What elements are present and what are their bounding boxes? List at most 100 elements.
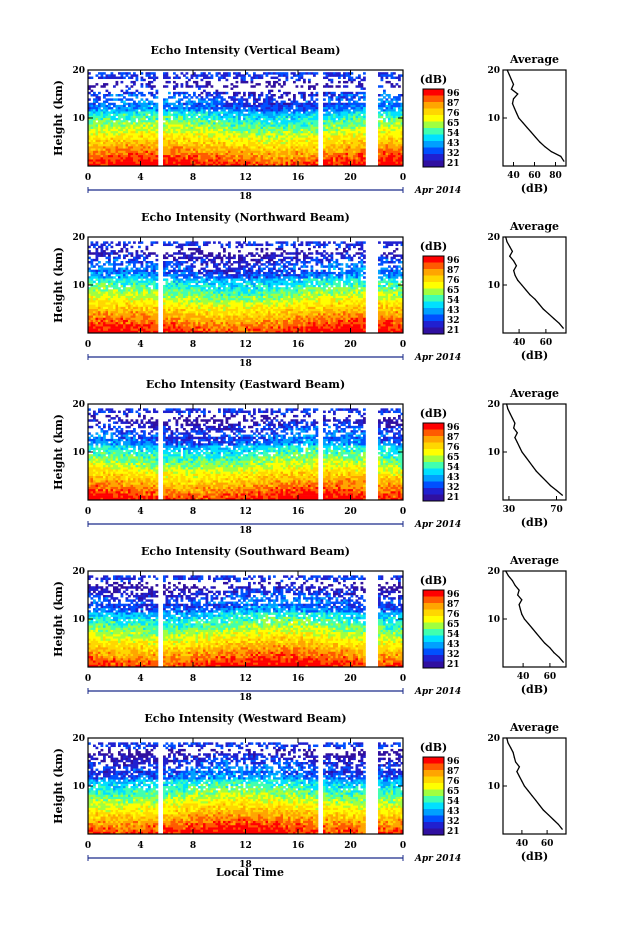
colorbar-tick-label: 21 (447, 827, 460, 837)
date-label: 18 (239, 526, 252, 536)
x-tick-label: 0 (85, 674, 91, 684)
profile-point (520, 609, 521, 610)
profile-y-tick-label: 10 (487, 615, 500, 625)
profile-point (544, 642, 545, 643)
x-tick-label: 16 (292, 507, 305, 517)
profile-point (531, 795, 532, 796)
profile-x-tick-label: 40 (517, 672, 530, 682)
profile-point (519, 766, 520, 767)
x-tick-label: 12 (239, 340, 252, 350)
profile-point (545, 480, 546, 481)
profile-point (521, 451, 522, 452)
profile-x-axis-label: (dB) (521, 349, 548, 362)
profile-point (535, 800, 536, 801)
colorbar-tick-label: 54 (447, 797, 460, 807)
x-tick-label: 4 (137, 841, 143, 851)
profile-line (506, 237, 564, 328)
colorbar-tick-label: 65 (447, 119, 460, 129)
profile-point (539, 141, 540, 142)
profile-point (518, 117, 519, 118)
profile-point (516, 113, 517, 114)
colorbar-unit-label: (dB) (420, 240, 447, 253)
profile-x-axis-label: (dB) (521, 850, 548, 863)
profile-point (519, 604, 520, 605)
panel-southward: Echo Intensity (Southward Beam)1020Heigh… (52, 545, 566, 703)
profile-line (506, 571, 564, 662)
profile-point (528, 790, 529, 791)
colorbar-tick-label: 87 (447, 600, 460, 610)
profile-point (517, 280, 518, 281)
profile-point (532, 628, 533, 629)
profile-point (521, 599, 522, 600)
profile-point (509, 246, 510, 247)
x-tick-label: 12 (239, 674, 252, 684)
profile-point (513, 270, 514, 271)
colorbar (423, 757, 444, 835)
profile-x-tick-label: 40 (516, 839, 529, 849)
profile-point (513, 84, 514, 85)
profile-point (512, 418, 513, 419)
profile-point (525, 456, 526, 457)
colorbar-tick-label: 87 (447, 266, 460, 276)
colorbar-tick-label: 32 (447, 817, 460, 827)
profile-point (517, 442, 518, 443)
profile-x-tick-label: 30 (503, 505, 516, 515)
profile-point (528, 623, 529, 624)
colorbar-tick-label: 54 (447, 296, 460, 306)
profile-point (522, 122, 523, 123)
colorbar-tick-label: 96 (447, 423, 460, 433)
profile-point (556, 490, 557, 491)
colorbar-tick-label: 43 (447, 807, 460, 817)
y-tick-label: 20 (72, 734, 85, 744)
x-tick-label: 8 (190, 507, 196, 517)
colorbar-tick-label: 76 (447, 109, 460, 119)
profile-x-tick-label: 40 (507, 171, 520, 181)
profile-point (510, 747, 511, 748)
month-label: Apr 2014 (414, 520, 461, 530)
month-label: Apr 2014 (414, 854, 461, 864)
colorbar-tick-label: 32 (447, 149, 460, 159)
panel-vertical: Echo Intensity (Vertical Beam)1020Height… (52, 44, 566, 202)
colorbar-tick-label: 87 (447, 433, 460, 443)
profile-point (514, 108, 515, 109)
profile-point (509, 74, 510, 75)
profile-point (551, 151, 552, 152)
profile-point (548, 313, 549, 314)
profile-x-axis-label: (dB) (521, 516, 548, 529)
profile-x-tick-label: 60 (528, 171, 541, 181)
profile-y-tick-label: 20 (487, 567, 500, 577)
profile-x-tick-label: 60 (544, 672, 557, 682)
y-tick-label: 10 (72, 782, 85, 792)
profile-title: Average (509, 220, 559, 233)
x-tick-label: 12 (239, 507, 252, 517)
x-axis-label: Local Time (180, 866, 320, 879)
profile-line (507, 738, 562, 829)
profile-point (524, 618, 525, 619)
profile-point (511, 79, 512, 80)
colorbar-tick-label: 76 (447, 276, 460, 286)
profile-title: Average (509, 554, 559, 567)
colorbar-tick-label: 21 (447, 493, 460, 503)
colorbar-unit-label: (dB) (420, 73, 447, 86)
profile-y-tick-label: 10 (487, 114, 500, 124)
profile-point (560, 156, 561, 157)
colorbar-tick-label: 54 (447, 463, 460, 473)
profile-title: Average (509, 53, 559, 66)
y-axis-label: Height (km) (52, 80, 65, 156)
profile-point (529, 461, 530, 462)
profile-point (513, 98, 514, 99)
x-tick-label: 20 (344, 841, 357, 851)
profile-point (559, 323, 560, 324)
profile-point (517, 594, 518, 595)
y-axis-label: Height (km) (52, 748, 65, 824)
profile-point (540, 638, 541, 639)
colorbar-tick-label: 54 (447, 630, 460, 640)
x-tick-label: 12 (239, 841, 252, 851)
profile-point (513, 752, 514, 753)
x-tick-label: 0 (85, 841, 91, 851)
colorbar-tick-label: 76 (447, 443, 460, 453)
profile-point (563, 328, 564, 329)
x-tick-label: 8 (190, 674, 196, 684)
